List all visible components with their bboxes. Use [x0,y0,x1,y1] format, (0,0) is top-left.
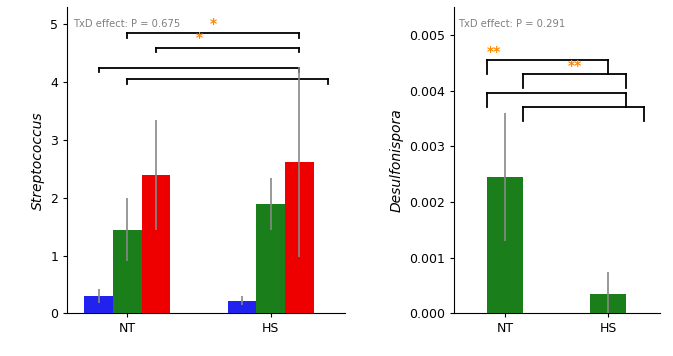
Bar [285,162,314,313]
Y-axis label: Desulfonispora: Desulfonispora [390,108,404,212]
Bar [256,204,285,313]
Bar [487,177,524,313]
Bar [85,296,113,313]
Text: TxD effect: P = 0.675: TxD effect: P = 0.675 [73,19,180,29]
Text: *: * [196,31,203,45]
Text: **: ** [567,58,582,73]
Text: TxD effect: P = 0.291: TxD effect: P = 0.291 [458,19,565,29]
Y-axis label: Streptococcus: Streptococcus [31,111,44,210]
Bar [227,300,256,313]
Text: **: ** [487,44,501,59]
Bar [142,175,170,313]
Text: *: * [210,17,217,31]
Bar [113,230,142,313]
Bar [590,294,626,313]
